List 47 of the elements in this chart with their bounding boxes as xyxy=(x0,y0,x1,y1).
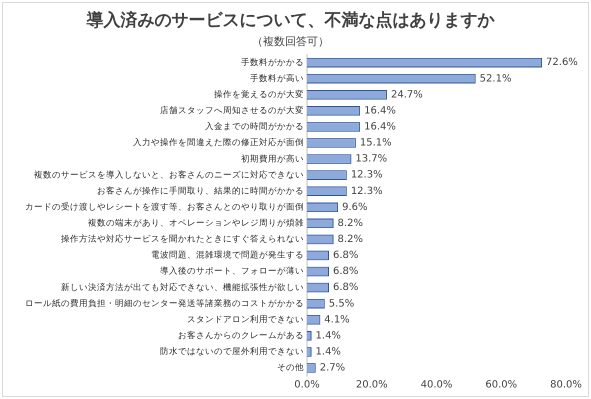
data-label: 16.4% xyxy=(364,105,396,116)
y-tick-label: 入金までの時間がかかる xyxy=(205,121,304,132)
data-label: 2.7% xyxy=(320,362,346,374)
y-tick-label: その他 xyxy=(277,362,304,374)
y-tick-label: お客さんからのクレームがある xyxy=(178,330,304,342)
y-tick-label: 手数料がかかる xyxy=(241,56,304,68)
x-tick-label: 0.0% xyxy=(294,380,320,391)
data-label: 12.3% xyxy=(350,186,383,197)
y-tick-label: 入力や操作を間違えた際の修正対応が面倒 xyxy=(133,137,304,148)
data-label: 8.2% xyxy=(338,218,363,229)
data-label: 6.8% xyxy=(333,250,358,262)
y-tick-label: ロール紙の費用負担・明細のセンター発送等諸業務のコストがかかる xyxy=(25,298,304,309)
data-label: 72.6% xyxy=(546,57,578,68)
y-tick-label: 複数の端末があり、オペレーションやレジ周りが煩雑 xyxy=(88,218,304,229)
chart-title: 導入済みのサービスについて、不満な点はありますか xyxy=(86,10,496,31)
data-label: 1.4% xyxy=(316,330,341,342)
data-label: 16.4% xyxy=(364,122,396,133)
y-tick-label: 操作方法や対応サービスを聞かれたときにすぐ答えられない xyxy=(61,234,304,245)
y-tick-label: お客さんが操作に手間取り、結果的に時間がかかる xyxy=(97,185,304,196)
data-label: 13.7% xyxy=(355,154,388,165)
data-label: 6.8% xyxy=(333,266,358,278)
y-tick-label: 手数料が高い xyxy=(250,72,304,84)
y-tick-label: 店舗スタッフへ周知させるのが大変 xyxy=(160,105,304,116)
data-label: 24.7% xyxy=(390,89,423,100)
chart-subtitle: （複数回答可） xyxy=(252,34,329,48)
data-label: 5.5% xyxy=(328,298,354,310)
data-label: 9.6% xyxy=(342,202,368,213)
y-tick-label: 電波問題、混雑環境で問題が発生する xyxy=(151,250,304,261)
y-tick-label: 新しい決済方法が出ても対応できない、機能拡張性が欲しい xyxy=(61,282,304,293)
data-label: 12.3% xyxy=(350,170,383,181)
y-tick-label: 操作を覚えるのが大変 xyxy=(214,88,304,100)
data-label: 8.2% xyxy=(338,234,363,245)
data-label: 6.8% xyxy=(333,282,358,294)
y-tick-label: スタンドアロン利用できない xyxy=(187,314,304,325)
x-tick-label: 20.0% xyxy=(356,380,388,391)
y-tick-label: 複数のサービスを導入しないと、お客さんのニーズに対応できない xyxy=(34,169,304,180)
data-label: 1.4% xyxy=(316,346,341,358)
x-tick-label: 40.0% xyxy=(420,380,452,391)
x-tick-label: 60.0% xyxy=(485,380,518,391)
y-tick-label: カードの受け渡しやレシートを渡す等、お客さんとのやり取りが面倒 xyxy=(25,201,304,212)
data-label: 4.1% xyxy=(324,314,350,326)
y-tick-label: 初期費用が高い xyxy=(241,153,304,164)
y-tick-label: 導入後のサポート、フォローが薄い xyxy=(160,266,304,277)
data-label: 52.1% xyxy=(480,73,512,84)
data-label: 15.1% xyxy=(360,138,392,149)
y-tick-label: 防水ではないので屋外利用できない xyxy=(160,346,304,358)
x-tick-label: 80.0% xyxy=(550,380,582,391)
